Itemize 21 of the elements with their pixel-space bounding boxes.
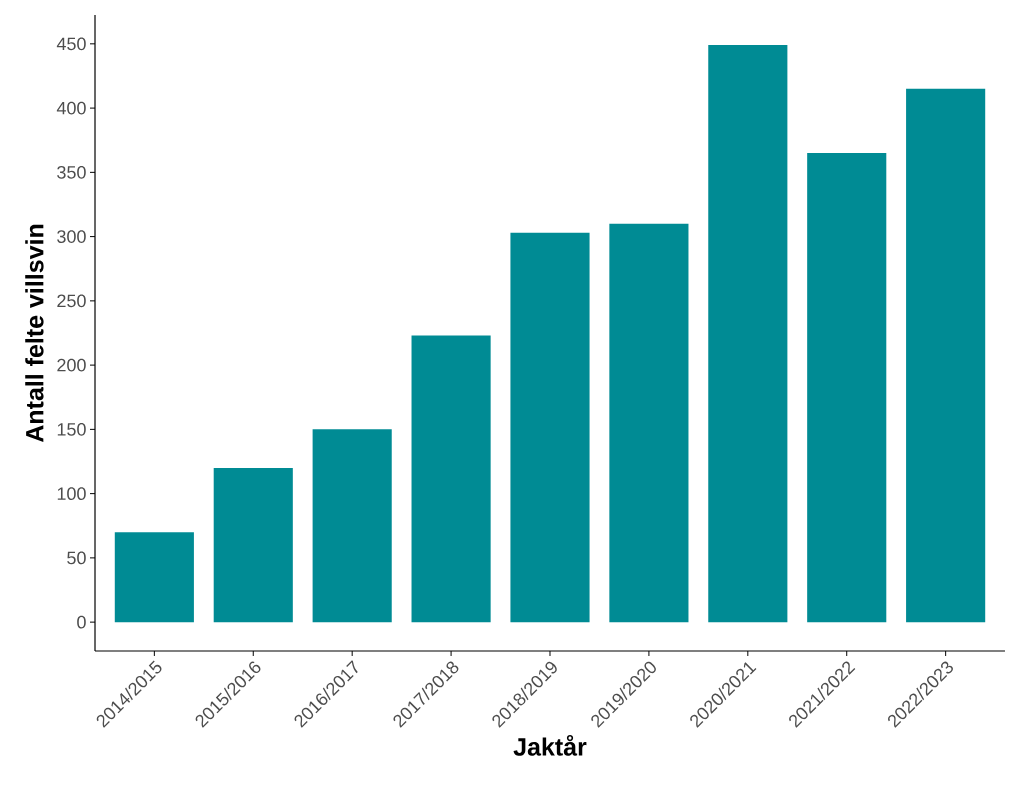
bar bbox=[312, 429, 392, 623]
bar bbox=[510, 232, 590, 623]
y-tick-label: 350 bbox=[57, 165, 86, 179]
y-tick-label: 400 bbox=[56, 101, 86, 115]
bar bbox=[609, 223, 689, 623]
y-tick-label: 200 bbox=[57, 358, 86, 372]
y-tick-label: 150 bbox=[57, 422, 86, 436]
x-axis-title: Jaktår bbox=[513, 734, 587, 756]
y-tick-label: 0 bbox=[77, 615, 86, 629]
y-tick-label: 250 bbox=[57, 294, 86, 308]
y-tick-label: 450 bbox=[56, 37, 86, 51]
bar bbox=[807, 153, 887, 623]
bar bbox=[114, 532, 194, 623]
bar bbox=[708, 45, 788, 623]
bar bbox=[411, 335, 491, 623]
bar bbox=[213, 467, 293, 623]
y-tick-label: 300 bbox=[57, 230, 86, 243]
bar bbox=[906, 88, 986, 623]
y-tick-label: 100 bbox=[57, 487, 86, 500]
y-axis-title: Antall felte villsvin bbox=[25, 224, 44, 443]
y-tick-label: 50 bbox=[67, 551, 86, 565]
